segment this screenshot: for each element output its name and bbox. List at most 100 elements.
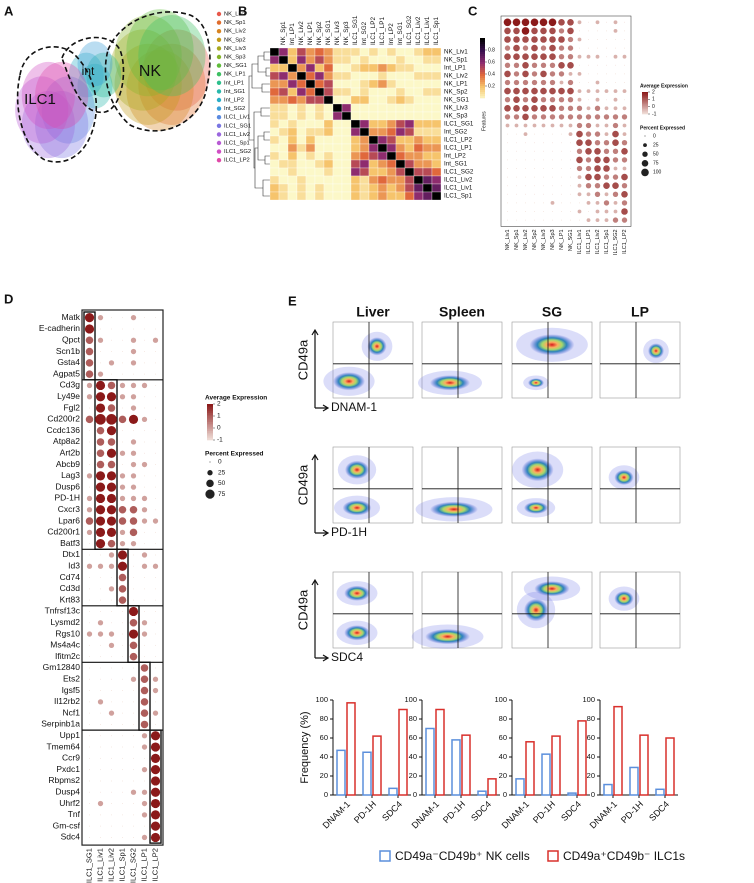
dot bbox=[531, 114, 538, 120]
column-label: ILC1_LP2 bbox=[622, 229, 628, 253]
dot bbox=[613, 201, 618, 205]
legend-marker bbox=[216, 54, 222, 60]
dot bbox=[540, 79, 547, 86]
dot bbox=[122, 836, 123, 838]
heatmap-cell bbox=[314, 191, 325, 201]
dot bbox=[111, 836, 112, 838]
colorbar-segment bbox=[642, 106, 648, 108]
dot bbox=[577, 20, 582, 25]
dot bbox=[594, 156, 601, 164]
dot bbox=[612, 130, 619, 138]
dot bbox=[624, 99, 625, 101]
dot bbox=[507, 159, 508, 161]
heatmap-cell bbox=[287, 87, 298, 97]
heatmap-cell bbox=[269, 175, 280, 185]
colorbar-segment bbox=[207, 407, 213, 410]
dot bbox=[155, 486, 156, 488]
umap-cloud bbox=[21, 61, 75, 130]
dot bbox=[144, 656, 145, 658]
colorbar-segment bbox=[642, 105, 648, 107]
heatmap-cell bbox=[368, 143, 379, 153]
heatmap-cell bbox=[431, 79, 442, 89]
dot bbox=[155, 723, 156, 725]
flow-x-label: DNAM-1 bbox=[331, 400, 377, 414]
heatmap-cell bbox=[341, 151, 352, 161]
colorbar-segment bbox=[642, 108, 648, 110]
row-label: Cd3d bbox=[60, 583, 81, 593]
heatmap-cell bbox=[287, 71, 298, 81]
heatmap-cell bbox=[386, 167, 397, 177]
heatmap-cell bbox=[323, 47, 334, 57]
column-label: ILC1_Sp1 bbox=[433, 16, 440, 45]
dot bbox=[588, 211, 589, 212]
row-label: Ncf1 bbox=[63, 707, 81, 717]
legend-marker bbox=[216, 63, 222, 68]
y-tick-label: 100 bbox=[582, 695, 595, 704]
row-label: ILC1_SG1 bbox=[444, 121, 474, 128]
dot bbox=[613, 89, 618, 93]
dot bbox=[133, 599, 134, 601]
dot bbox=[119, 450, 126, 456]
dot bbox=[516, 176, 517, 178]
heatmap-cell bbox=[323, 95, 334, 105]
heatmap-cell bbox=[386, 79, 397, 89]
colorbar-segment bbox=[642, 111, 648, 114]
dot bbox=[144, 610, 145, 612]
heatmap-cell bbox=[386, 119, 397, 129]
heatmap-cell bbox=[422, 79, 433, 89]
heatmap-cell bbox=[305, 143, 316, 153]
dot bbox=[543, 185, 544, 187]
flow-density bbox=[425, 629, 470, 645]
dot bbox=[96, 460, 105, 469]
dot bbox=[606, 99, 607, 101]
colorbar-segment bbox=[480, 56, 485, 59]
bar bbox=[487, 778, 497, 796]
dot bbox=[144, 362, 145, 364]
row-label: Rbpms2 bbox=[48, 775, 80, 785]
dot bbox=[117, 561, 128, 571]
dot bbox=[144, 328, 145, 330]
dot bbox=[111, 610, 112, 612]
dot bbox=[558, 45, 565, 51]
column-label: ILC1_SG1 bbox=[352, 15, 359, 45]
heatmap-cell bbox=[422, 151, 433, 161]
heatmap-cell bbox=[377, 175, 388, 185]
umap-cloud bbox=[109, 29, 177, 111]
row-label: Ifitm2c bbox=[55, 651, 81, 661]
heatmap-cell bbox=[332, 103, 343, 113]
colorbar-segment bbox=[480, 40, 485, 43]
dot bbox=[531, 87, 538, 95]
dot bbox=[89, 577, 90, 579]
colorbar-tick-label: 0 bbox=[217, 425, 221, 432]
colorbar-segment bbox=[642, 101, 648, 104]
dot bbox=[622, 54, 627, 59]
dot bbox=[594, 114, 601, 120]
dot bbox=[141, 518, 148, 524]
heatmap-cell bbox=[359, 175, 370, 185]
dot bbox=[108, 642, 115, 649]
dot bbox=[89, 407, 90, 409]
heatmap-cell bbox=[413, 167, 424, 177]
heatmap-cell bbox=[431, 119, 442, 129]
heatmap-cell bbox=[323, 87, 334, 97]
dot bbox=[516, 202, 517, 204]
dot bbox=[150, 821, 161, 831]
bar bbox=[477, 790, 487, 796]
column-label: ILC1_Liv2 bbox=[415, 16, 422, 45]
dot bbox=[119, 382, 126, 389]
y-tick-label: 100 bbox=[404, 695, 417, 704]
dot bbox=[111, 701, 112, 703]
heatmap-cell bbox=[332, 119, 343, 129]
dot bbox=[576, 114, 583, 120]
dot bbox=[543, 142, 544, 144]
legend-marker bbox=[216, 97, 222, 103]
heatmap-cell bbox=[368, 79, 379, 89]
cluster-outline bbox=[104, 11, 211, 132]
dot bbox=[118, 517, 127, 525]
dot bbox=[141, 733, 148, 739]
heatmap-cell bbox=[314, 55, 325, 65]
dot bbox=[531, 96, 538, 103]
column-label: NK_LP1 bbox=[559, 229, 565, 250]
heatmap-cell bbox=[386, 63, 397, 73]
y-tick-label: 0 bbox=[324, 790, 328, 799]
